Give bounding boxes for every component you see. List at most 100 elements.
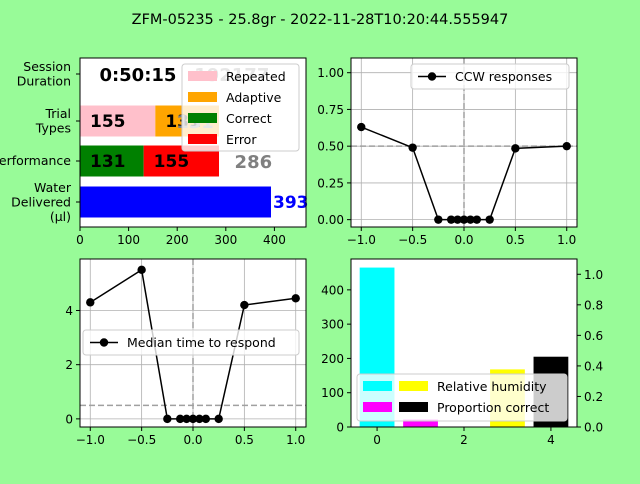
legend-label: Error bbox=[226, 132, 257, 147]
legend-box bbox=[82, 329, 300, 356]
y-tick-label-left: 100 bbox=[321, 386, 344, 400]
y-tick-label-right: 0.2 bbox=[584, 390, 603, 404]
bar-segment bbox=[80, 186, 272, 218]
data-point bbox=[408, 143, 417, 152]
y-tick-label: 0.00 bbox=[317, 213, 344, 227]
x-tick-label: 2 bbox=[460, 433, 468, 447]
legend-swatch bbox=[188, 92, 217, 102]
data-point bbox=[459, 215, 469, 224]
y-category-label-line: Water bbox=[34, 180, 72, 195]
x-tick-label: 400 bbox=[263, 233, 286, 247]
legend-swatch bbox=[188, 134, 217, 144]
y-tick-label-right: 0.6 bbox=[584, 329, 603, 343]
y-category-label-line: Trial bbox=[44, 106, 71, 121]
legend-label: Proportion correct bbox=[437, 400, 549, 415]
bar-segment bbox=[80, 145, 144, 177]
y-tick-label: 1.00 bbox=[317, 66, 344, 80]
legend-label: Repeated bbox=[226, 69, 286, 84]
bar-value-label: 131 bbox=[90, 152, 126, 172]
y-category-label-line: Delivered bbox=[11, 195, 71, 210]
data-point bbox=[511, 144, 520, 153]
y-tick-label-left: 200 bbox=[321, 352, 344, 366]
humidity-correct-panel: 0 2 4 0 100 200 300 400 0.0 0.2 0.4 0.6 0.8 1.0 Relati… bbox=[321, 258, 603, 447]
legend-swatch bbox=[188, 113, 217, 123]
y-category-label: Performance bbox=[0, 153, 71, 168]
x-tick-label: 300 bbox=[214, 233, 237, 247]
y-tick-label-right: 0.8 bbox=[584, 298, 603, 312]
data-point bbox=[188, 414, 198, 424]
legend-box bbox=[410, 63, 570, 90]
legend-marker bbox=[427, 72, 437, 81]
x-tick-label: 1.0 bbox=[286, 433, 305, 447]
x-tick-label: 0.5 bbox=[506, 233, 525, 247]
y-tick-label-left: 300 bbox=[321, 318, 344, 332]
y-tick-label: 0.25 bbox=[317, 176, 344, 190]
x-tick-label: 0.0 bbox=[183, 433, 202, 447]
data-point bbox=[137, 265, 146, 275]
legend-swatch bbox=[188, 71, 217, 81]
bar-annotation: 286 bbox=[235, 152, 273, 173]
legend-swatch bbox=[363, 402, 392, 412]
y-tick-label: 0.50 bbox=[317, 140, 344, 154]
legend-label: CCW responses bbox=[455, 69, 552, 84]
y-tick-label: 4 bbox=[65, 304, 73, 318]
y-tick-label-right: 1.0 bbox=[584, 268, 603, 282]
data-point bbox=[453, 215, 462, 224]
bar bbox=[403, 419, 438, 427]
legend-label: Adaptive bbox=[226, 90, 282, 105]
y-category-label: Water Delivered (µl) bbox=[11, 180, 72, 224]
legend-marker bbox=[99, 338, 109, 347]
data-point bbox=[291, 294, 300, 303]
legend-swatch bbox=[363, 381, 392, 391]
data-point bbox=[472, 215, 482, 224]
bar-segment bbox=[80, 105, 156, 137]
data-point bbox=[434, 215, 443, 224]
legend-label: Relative humidity bbox=[437, 379, 547, 394]
axes-frame bbox=[79, 57, 307, 228]
y-tick-label-left: 0 bbox=[336, 421, 344, 435]
data-point bbox=[214, 414, 223, 424]
data-point bbox=[175, 414, 185, 424]
y-tick-label-left: 400 bbox=[321, 283, 344, 297]
data-point bbox=[201, 414, 211, 424]
data-point bbox=[240, 300, 249, 310]
data-point bbox=[446, 215, 456, 224]
legend-swatch bbox=[399, 381, 428, 391]
median-time-panel: −1.0 −0.5 0.0 0.5 1.0 0 2 4 Median time to respo… bbox=[65, 258, 307, 447]
y-tick-label-right: 0.0 bbox=[584, 421, 603, 435]
data-point bbox=[86, 298, 95, 307]
data-point bbox=[195, 414, 204, 424]
x-tick-label: 0 bbox=[76, 233, 84, 247]
y-tick-label: 2 bbox=[65, 358, 73, 372]
x-tick-label: −1.0 bbox=[347, 233, 376, 247]
y-tick-label: 0.75 bbox=[317, 103, 344, 117]
x-tick-label: 100 bbox=[117, 233, 140, 247]
x-tick-label: 4 bbox=[547, 433, 555, 447]
x-tick-label: 200 bbox=[166, 233, 189, 247]
data-point bbox=[182, 414, 191, 424]
data-point bbox=[163, 414, 172, 424]
legend-label: Correct bbox=[226, 111, 272, 126]
data-point bbox=[485, 215, 494, 224]
x-tick-label: 0.5 bbox=[235, 433, 254, 447]
x-tick-label: 0 bbox=[373, 433, 381, 447]
ccw-responses-panel: −1.0 −0.5 0.0 0.5 1.0 0.00 0.25 0.50 0.75 1.00 CCW… bbox=[317, 57, 578, 247]
legend-box bbox=[181, 63, 300, 152]
bar-value-label: 393 bbox=[273, 193, 309, 213]
legend-swatch bbox=[399, 402, 428, 412]
y-category-label-line: Types bbox=[35, 121, 71, 136]
bar-annotation: 0:50:15 bbox=[99, 65, 176, 86]
y-category-label-line: Performance bbox=[0, 153, 71, 168]
x-tick-label: 1.0 bbox=[557, 233, 576, 247]
bar-value-label: 155 bbox=[154, 152, 190, 172]
y-category-label: Trial Types bbox=[35, 106, 71, 136]
data-point bbox=[357, 122, 366, 132]
y-category-label-line: Session bbox=[23, 59, 71, 74]
data-point bbox=[466, 215, 475, 224]
x-tick-label: −0.5 bbox=[127, 433, 156, 447]
data-point bbox=[562, 141, 571, 151]
x-tick-label: −0.5 bbox=[398, 233, 427, 247]
y-tick-label-right: 0.4 bbox=[584, 359, 603, 373]
